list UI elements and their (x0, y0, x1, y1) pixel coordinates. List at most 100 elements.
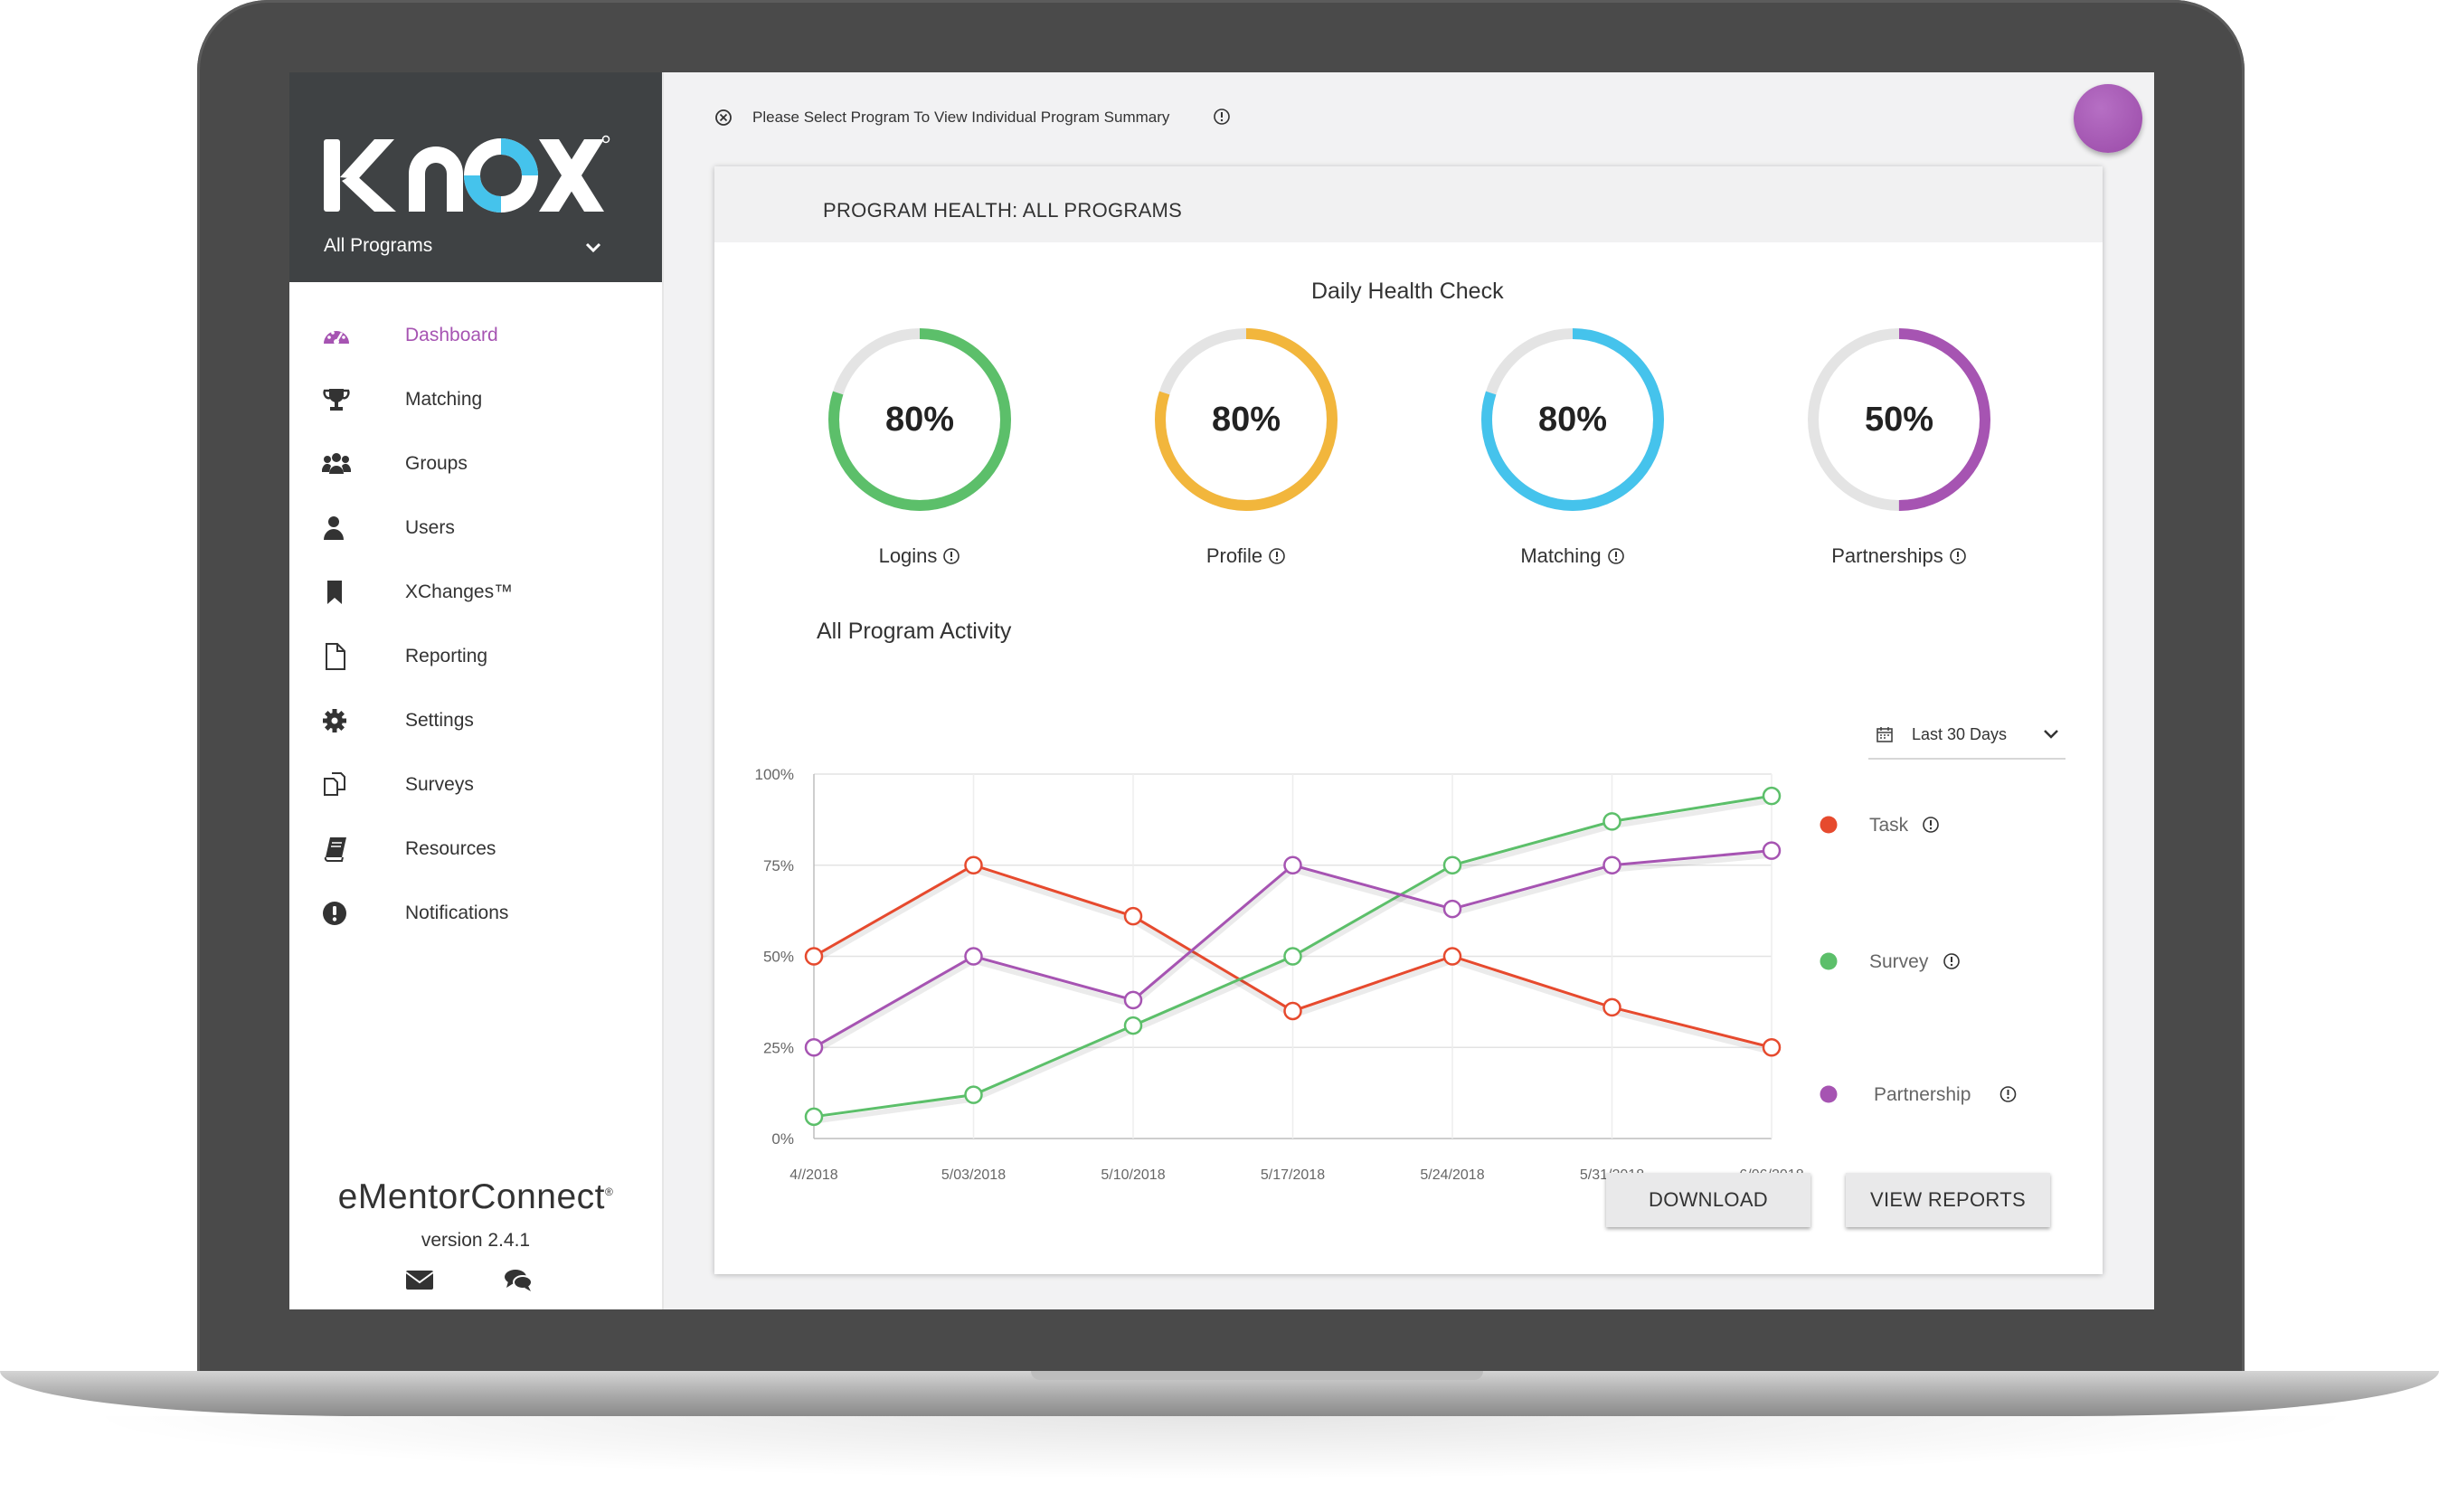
card-header: PROGRAM HEALTH: ALL PROGRAMS (714, 166, 2103, 242)
sidebar-item-dashboard[interactable]: Dashboard (289, 303, 662, 367)
y-tick-label: 100% (755, 766, 794, 783)
program-summary-message: Please Select Program To View Individual… (752, 109, 1170, 126)
data-point-survey (1762, 786, 1782, 806)
gauge-label-text: Profile (1205, 544, 1263, 567)
mail-icon[interactable] (404, 1266, 435, 1293)
brand-text: eMentorConnect (337, 1177, 605, 1216)
user-avatar[interactable] (2074, 84, 2142, 153)
sidebar-item-label: Reporting (405, 646, 488, 666)
sidebar-item-label: XChanges™ (405, 581, 514, 602)
x-tick-label: 5/17/2018 (1261, 1167, 1325, 1183)
info-icon[interactable] (1213, 108, 1231, 126)
legend-label: Survey (1869, 951, 1929, 972)
data-point-partnership (1283, 855, 1302, 874)
sidebar-item-label: Matching (405, 389, 483, 410)
gauge-matching: 80% (1481, 328, 1664, 511)
data-point-survey (1602, 812, 1621, 831)
sidebar-item-surveys[interactable]: Surveys (289, 752, 662, 817)
data-point-task (1283, 1001, 1302, 1021)
y-tick-label: 0% (771, 1130, 794, 1148)
x-tick-label: 5/24/2018 (1420, 1167, 1484, 1183)
y-tick-label: 25% (763, 1039, 794, 1056)
gauge-value: 50% (1865, 401, 1933, 439)
date-range-value: Last 30 Days (1912, 725, 2008, 743)
sidebar-item-label: Surveys (405, 774, 474, 795)
data-point-survey (1442, 855, 1462, 874)
chevron-down-icon (585, 242, 601, 253)
info-icon-bar (2007, 1090, 2009, 1095)
version-text: version 2.4.1 (421, 1230, 531, 1251)
data-point-task (804, 947, 824, 966)
program-select[interactable]: All Programs (324, 235, 604, 268)
sidebar-item-users[interactable]: Users (289, 496, 662, 560)
x-tick-label: 5/03/2018 (941, 1167, 1006, 1183)
gauge-arc (828, 328, 1011, 511)
registered-mark: ® (605, 1186, 614, 1198)
info-icon-bar (1951, 957, 1952, 962)
card-title: PROGRAM HEALTH: ALL PROGRAMS (823, 199, 1183, 222)
view-reports-button[interactable]: VIEW REPORTS (1846, 1173, 2050, 1227)
gauge-label: Profile (1150, 544, 1342, 568)
laptop-shadow (72, 1416, 2369, 1479)
sidebar-item-label: Settings (405, 710, 474, 731)
sidebar-item-resources[interactable]: Resources (289, 817, 662, 881)
data-point-partnership (804, 1038, 824, 1057)
sidebar: All Programs Dashboard Matching Groups U… (289, 72, 664, 1309)
activity-title: All Program Activity (817, 619, 1012, 644)
sidebar-item-label: Users (405, 517, 455, 538)
data-point-partnership (1123, 990, 1143, 1010)
info-icon[interactable] (1607, 547, 1625, 565)
trophy-icon (323, 389, 350, 411)
surveys-icon (324, 772, 345, 796)
info-icon[interactable] (1268, 547, 1286, 565)
sidebar-item-groups[interactable]: Groups (289, 431, 662, 496)
data-point-task (1442, 947, 1462, 966)
date-range-select[interactable]: Last 30 Days (1868, 718, 2066, 760)
data-point-partnership (1762, 841, 1782, 860)
daily-health-title: Daily Health Check (1311, 279, 1504, 304)
app-screen: All Programs Dashboard Matching Groups U… (289, 72, 2154, 1309)
book-icon (324, 837, 346, 862)
activity-line-chart: 100% 75% 50% 25% 0% 4//2018 5/03/2018 5/10/2018… (755, 766, 2017, 1183)
info-icon-dot (1929, 827, 1933, 830)
knox-logo (324, 135, 610, 213)
legend-marker-task (1820, 816, 1838, 834)
info-icon[interactable] (942, 547, 960, 565)
gauge-arc (1155, 328, 1338, 511)
close-circle-icon[interactable] (713, 107, 734, 128)
info-icon[interactable] (1923, 817, 1939, 833)
info-icon-ring (1923, 817, 1939, 833)
gauge-label-text: Partnerships (1831, 544, 1943, 567)
gauge-label: Partnerships (1803, 544, 1995, 568)
info-icon[interactable] (1999, 1086, 2017, 1102)
sidebar-item-label: Resources (405, 838, 496, 859)
sidebar-item-label: Groups (405, 453, 468, 474)
sidebar-nav: Dashboard Matching Groups Users XChanges… (289, 303, 662, 945)
gauge-value: 80% (1538, 401, 1607, 439)
info-icon[interactable] (1943, 953, 1960, 969)
data-point-partnership (1442, 899, 1462, 919)
download-button[interactable]: DOWNLOAD (1606, 1173, 1810, 1227)
sidebar-item-settings[interactable]: Settings (289, 688, 662, 752)
sidebar-item-label: Dashboard (405, 325, 498, 345)
y-tick-label: 75% (763, 857, 794, 874)
gauge-label: Logins (824, 544, 1016, 568)
data-point-survey (964, 1085, 983, 1104)
data-point-task (964, 855, 983, 874)
bookmark-icon (327, 581, 342, 604)
info-icon-dot (2007, 1096, 2009, 1100)
gauge-arc (1481, 328, 1664, 511)
gauge-arc (1808, 328, 1990, 511)
x-tick-label: 4//2018 (789, 1167, 837, 1183)
sidebar-item-matching[interactable]: Matching (289, 367, 662, 431)
gauge-profile: 80% (1155, 328, 1338, 511)
laptop-notch (1031, 1371, 1483, 1380)
gauge-value: 80% (885, 401, 954, 439)
sidebar-item-reporting[interactable]: Reporting (289, 624, 662, 688)
sidebar-item-notifications[interactable]: Notifications (289, 881, 662, 945)
data-point-survey (1283, 947, 1302, 966)
info-icon[interactable] (1949, 547, 1967, 565)
chat-icon[interactable] (503, 1266, 534, 1293)
calendar-icon (1877, 727, 1893, 742)
sidebar-item-xchanges[interactable]: XChanges™ (289, 560, 662, 624)
